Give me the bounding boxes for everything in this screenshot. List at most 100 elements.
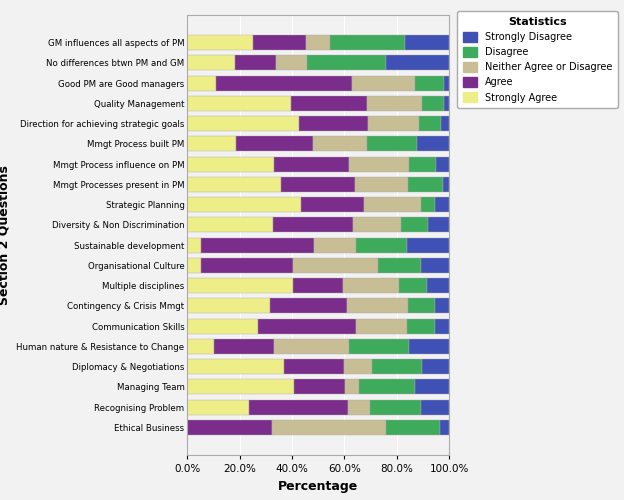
- Bar: [353, 76, 415, 90]
- Bar: [372, 359, 422, 374]
- Bar: [249, 400, 348, 414]
- Bar: [187, 156, 274, 172]
- Bar: [401, 218, 428, 232]
- Bar: [293, 278, 343, 293]
- Bar: [404, 35, 449, 50]
- Bar: [273, 218, 353, 232]
- Bar: [314, 238, 356, 252]
- Bar: [187, 420, 271, 435]
- Bar: [202, 258, 293, 273]
- Bar: [274, 156, 349, 172]
- Bar: [444, 177, 449, 192]
- Bar: [284, 359, 344, 374]
- Bar: [274, 339, 349, 354]
- Bar: [270, 298, 347, 314]
- Bar: [276, 56, 307, 70]
- Bar: [409, 156, 436, 172]
- Bar: [408, 298, 436, 314]
- Bar: [386, 56, 449, 70]
- Y-axis label: Section 2 Questions: Section 2 Questions: [0, 165, 11, 305]
- Bar: [349, 156, 409, 172]
- Bar: [399, 278, 427, 293]
- Bar: [415, 76, 444, 90]
- Bar: [258, 318, 356, 334]
- Bar: [417, 136, 449, 152]
- Bar: [386, 420, 441, 435]
- Bar: [187, 318, 258, 334]
- Bar: [307, 56, 386, 70]
- Bar: [348, 400, 371, 414]
- Bar: [187, 35, 253, 50]
- Bar: [187, 76, 216, 90]
- Bar: [330, 35, 404, 50]
- Bar: [187, 218, 273, 232]
- Bar: [281, 177, 355, 192]
- Bar: [356, 318, 407, 334]
- Bar: [271, 420, 386, 435]
- Bar: [235, 56, 276, 70]
- Bar: [368, 116, 419, 131]
- Bar: [421, 197, 435, 212]
- Bar: [343, 278, 399, 293]
- Bar: [216, 76, 353, 90]
- Bar: [253, 35, 306, 50]
- Bar: [419, 116, 441, 131]
- Bar: [187, 136, 236, 152]
- Bar: [349, 339, 409, 354]
- Bar: [347, 298, 408, 314]
- Legend: Strongly Disagree, Disagree, Neither Agree or Disagree, Agree, Strongly Agree: Strongly Disagree, Disagree, Neither Agr…: [457, 11, 618, 108]
- Bar: [436, 156, 449, 172]
- Bar: [364, 197, 421, 212]
- Bar: [441, 116, 449, 131]
- Bar: [359, 380, 416, 394]
- Bar: [441, 420, 449, 435]
- Bar: [187, 258, 202, 273]
- Bar: [407, 238, 449, 252]
- Bar: [444, 96, 449, 111]
- Bar: [187, 298, 270, 314]
- Bar: [409, 339, 449, 354]
- Bar: [187, 380, 295, 394]
- Bar: [187, 238, 202, 252]
- Bar: [356, 238, 407, 252]
- Bar: [353, 218, 401, 232]
- Bar: [408, 177, 444, 192]
- Bar: [187, 116, 299, 131]
- Bar: [313, 136, 368, 152]
- Bar: [187, 96, 291, 111]
- Bar: [202, 238, 314, 252]
- Bar: [407, 318, 435, 334]
- Bar: [295, 380, 345, 394]
- Bar: [187, 278, 293, 293]
- X-axis label: Percentage: Percentage: [278, 480, 358, 492]
- Bar: [436, 298, 449, 314]
- Bar: [187, 56, 235, 70]
- Bar: [444, 76, 449, 90]
- Bar: [378, 258, 421, 273]
- Bar: [421, 258, 449, 273]
- Bar: [187, 197, 301, 212]
- Bar: [427, 278, 449, 293]
- Bar: [355, 177, 408, 192]
- Bar: [187, 400, 249, 414]
- Bar: [368, 136, 417, 152]
- Bar: [435, 318, 449, 334]
- Bar: [435, 197, 449, 212]
- Bar: [422, 359, 449, 374]
- Bar: [301, 197, 364, 212]
- Bar: [422, 96, 444, 111]
- Bar: [293, 258, 378, 273]
- Bar: [236, 136, 313, 152]
- Bar: [368, 96, 422, 111]
- Bar: [187, 339, 214, 354]
- Bar: [345, 380, 359, 394]
- Bar: [416, 380, 449, 394]
- Bar: [299, 116, 368, 131]
- Bar: [306, 35, 330, 50]
- Bar: [291, 96, 368, 111]
- Bar: [214, 339, 274, 354]
- Bar: [421, 400, 449, 414]
- Bar: [344, 359, 372, 374]
- Bar: [371, 400, 421, 414]
- Bar: [187, 177, 281, 192]
